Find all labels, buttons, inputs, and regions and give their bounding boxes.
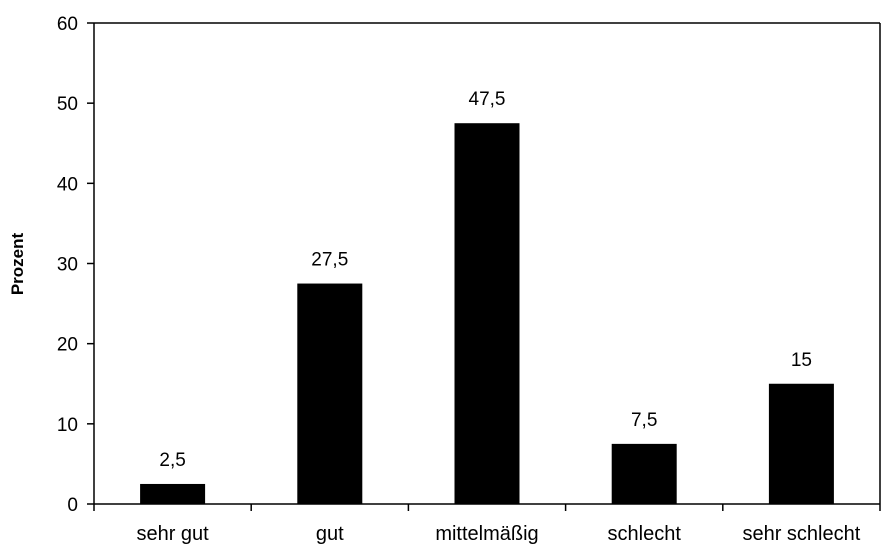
data-label: 2,5 (159, 450, 185, 471)
y-tick-label: 20 (57, 335, 78, 356)
y-tick-label: 10 (57, 415, 78, 436)
bar (768, 383, 834, 504)
y-tick-label: 0 (67, 495, 78, 516)
x-tick-label: schlecht (608, 523, 682, 545)
data-label: 47,5 (469, 89, 506, 110)
data-label: 7,5 (631, 410, 657, 431)
y-tick-label: 30 (57, 255, 78, 276)
bars (140, 123, 834, 504)
x-tick-label: sehr schlecht (742, 523, 860, 545)
x-tick-label: gut (316, 523, 344, 545)
x-axis: sehr gut gut mittelmäßig schlecht sehr schle… (93, 503, 881, 545)
data-label: 27,5 (311, 250, 348, 271)
data-label: 15 (791, 350, 812, 371)
bar (140, 483, 206, 504)
x-tick-label: mittelmäßig (435, 523, 538, 545)
x-tick-label: sehr gut (136, 523, 209, 545)
bar (611, 443, 677, 504)
y-tick-label: 40 (57, 174, 78, 195)
bar (297, 283, 363, 504)
bar (454, 123, 520, 504)
data-labels: 2,5 27,5 47,5 7,5 15 (159, 89, 812, 471)
y-tick-label: 50 (57, 94, 78, 115)
y-tick-label: 60 (57, 14, 78, 35)
y-axis-title: Prozent (8, 232, 27, 295)
y-axis: 0 10 20 30 40 50 60 (57, 14, 881, 516)
